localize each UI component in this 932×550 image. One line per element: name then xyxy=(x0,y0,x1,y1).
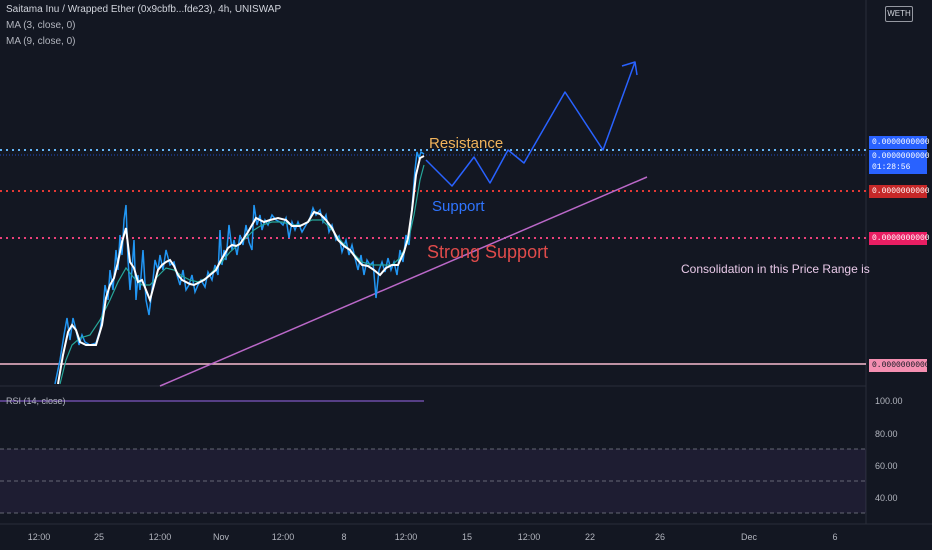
support-annotation[interactable]: Support xyxy=(432,198,485,215)
ma9-line xyxy=(59,164,425,385)
x-tick: 8 xyxy=(341,532,347,542)
quote-currency-badge[interactable]: WETH xyxy=(885,6,913,22)
x-tick: 15 xyxy=(461,532,473,542)
x-tick: 26 xyxy=(654,532,666,542)
projection-path xyxy=(425,61,636,187)
rsi-tick-60: 60.00 xyxy=(875,461,898,471)
current-price-label: 0.0000000000 xyxy=(869,150,930,163)
ma9-legend[interactable]: MA (9, close, 0) xyxy=(6,36,76,47)
chart-title[interactable]: Saitama Inu / Wrapped Ether (0x9cbfb...f… xyxy=(6,4,282,15)
strong-support-annotation[interactable]: Strong Support xyxy=(427,242,549,262)
x-tick: 25 xyxy=(93,532,105,542)
rsi-legend[interactable]: RSI (14, close) xyxy=(6,396,66,406)
x-tick: 12:00 xyxy=(148,532,172,542)
x-tick: 12:00 xyxy=(394,532,418,542)
x-tick: 12:00 xyxy=(517,532,541,542)
bar-countdown: 01:28:56 xyxy=(869,162,927,174)
strong-support-price-label: 0.0000000000 xyxy=(869,232,930,245)
consolidation-annotation[interactable]: Consolidation in this Price Range is xyxy=(681,262,870,276)
x-tick: 12:00 xyxy=(271,532,295,542)
x-tick: 12:00 xyxy=(27,532,51,542)
x-tick: 6 xyxy=(832,532,838,542)
trendline xyxy=(159,176,648,387)
x-tick: Nov xyxy=(212,532,230,542)
rsi-tick-40: 40.00 xyxy=(875,493,898,503)
resistance-price-label: 0.0000000000 xyxy=(869,136,930,149)
projection-arrowhead xyxy=(621,61,638,76)
resistance-annotation[interactable]: Resistance xyxy=(429,135,504,152)
ma3-line xyxy=(57,155,425,385)
support-price-label: 0.0000000000 xyxy=(869,185,930,198)
rsi-tick-80: 80.00 xyxy=(875,429,898,439)
x-tick: 22 xyxy=(584,532,596,542)
rsi-tick-100: 100.00 xyxy=(875,396,903,406)
x-tick: Dec xyxy=(740,532,758,542)
base-price-label: 0.0000000000 xyxy=(869,359,930,372)
ma3-legend[interactable]: MA (3, close, 0) xyxy=(6,20,76,31)
